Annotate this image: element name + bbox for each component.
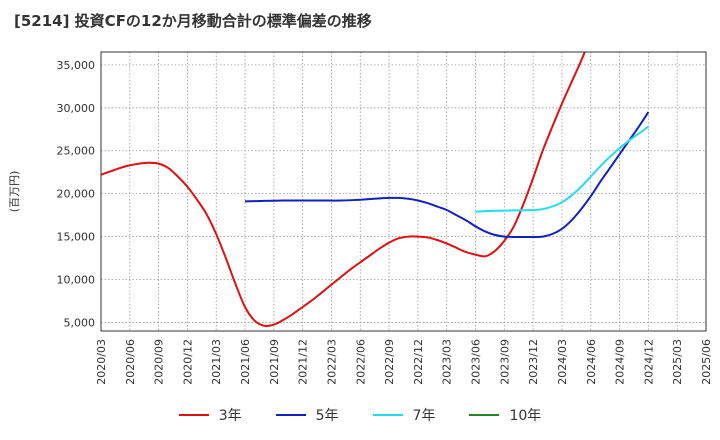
- x-tick-label: 2023/12: [527, 339, 540, 385]
- x-tick-label: 2024/03: [556, 339, 569, 385]
- y-tick-label: 15,000: [57, 231, 96, 244]
- legend-item: 7年: [372, 405, 436, 425]
- x-tick-label: 2025/06: [700, 339, 713, 385]
- chart-title: [5214] 投資CFの12か月移動合計の標準偏差の推移: [14, 12, 372, 30]
- x-tick-label: 2024/06: [585, 339, 598, 385]
- y-tick-labels: 5,000 10,000 15,000 20,000 25,000 30,000 35,00…: [57, 59, 96, 330]
- x-tick-label: 2024/09: [614, 339, 627, 385]
- y-tick-label: 25,000: [57, 145, 96, 158]
- y-tick-label: 20,000: [57, 188, 96, 201]
- legend-item: 5年: [275, 405, 339, 425]
- y-axis-label: (百万円): [8, 171, 21, 213]
- x-tick-label: 2021/03: [210, 339, 223, 385]
- plot-frame: [100, 51, 707, 332]
- x-tick-label: 2022/06: [354, 339, 367, 385]
- y-tick-label: 30,000: [57, 102, 96, 115]
- series-layer: [101, 52, 650, 328]
- y-tick-label: 5,000: [64, 316, 96, 329]
- x-tick-label: 2021/06: [239, 339, 252, 385]
- y-tick-label: 35,000: [57, 59, 96, 72]
- x-tick-label: 2025/03: [671, 339, 684, 385]
- legend-swatch: [469, 414, 500, 416]
- legend-label: 5年: [315, 408, 339, 424]
- grid-layer: [100, 52, 707, 331]
- x-tick-label: 2022/03: [325, 339, 338, 385]
- y-tick-label: 10,000: [57, 273, 96, 286]
- x-tick-label: 2021/12: [297, 339, 310, 385]
- series-line-1: [244, 111, 650, 239]
- x-tick-label: 2024/12: [642, 339, 655, 385]
- series-line-2: [475, 125, 649, 213]
- legend-item: 3年: [178, 405, 242, 425]
- legend-swatch: [178, 414, 209, 416]
- x-tick-label: 2020/06: [124, 339, 137, 385]
- x-tick-label: 2022/09: [383, 339, 396, 385]
- legend-label: 10年: [509, 408, 542, 424]
- series-line-0: [101, 52, 586, 328]
- x-tick-labels: 2020/03 2020/06 2020/09 2020/12 2021/03 2021/…: [95, 339, 713, 385]
- x-tick-label: 2023/06: [470, 339, 483, 385]
- legend-swatch: [275, 414, 306, 416]
- legend-label: 7年: [412, 408, 436, 424]
- x-tick-label: 2023/09: [498, 339, 511, 385]
- legend-label: 3年: [218, 408, 242, 424]
- x-tick-label: 2020/03: [95, 339, 108, 385]
- x-tick-label: 2023/03: [441, 339, 454, 385]
- x-tick-label: 2022/12: [412, 339, 425, 385]
- legend: 3年 5年 7年 10年: [0, 403, 720, 427]
- legend-swatch: [372, 414, 403, 416]
- x-tick-label: 2020/09: [153, 339, 166, 385]
- x-tick-label: 2021/09: [268, 339, 281, 385]
- x-tick-label: 2020/12: [181, 339, 194, 385]
- legend-item: 10年: [469, 405, 541, 425]
